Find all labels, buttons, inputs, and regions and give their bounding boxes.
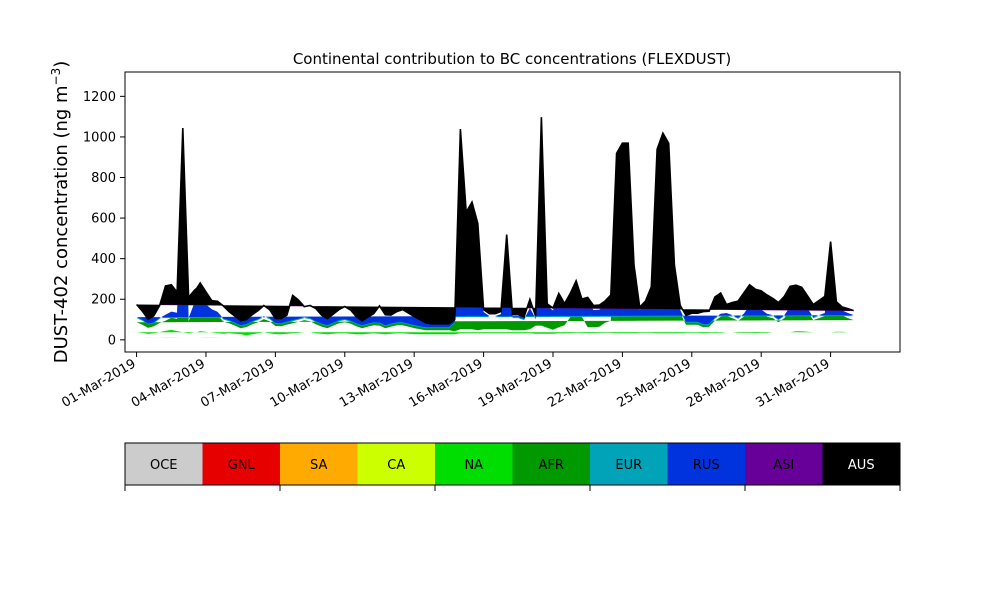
plot-frame (124, 71, 901, 353)
legend-swatch-oce (125, 443, 203, 485)
legend: OCE GNL SA CA NA AFR EUR RUS ASI AUS (124, 442, 901, 491)
legend-label-sa: SA (310, 458, 327, 473)
area-ca (136, 337, 854, 338)
legend-swatch-asi (745, 443, 823, 485)
y-tick-label: 600 (91, 212, 116, 227)
x-tick-label: 22-Mar-2019 (545, 356, 624, 410)
y-axis-label-main: DUST-402 concentration (ng m (51, 85, 72, 363)
x-tick-label: 13-Mar-2019 (337, 356, 416, 410)
y-axis-label-sup: −3 (49, 68, 63, 86)
area-na (136, 329, 854, 336)
legend-label-aus: AUS (848, 458, 875, 473)
x-tick-label: 07-Mar-2019 (198, 356, 277, 410)
legend-swatch-rus (667, 443, 745, 485)
legend-label-na: NA (464, 458, 483, 473)
legend-frame (124, 442, 901, 486)
areas-layer (135, 117, 854, 338)
x-tick-label: 25-Mar-2019 (615, 356, 694, 410)
legend-label-ca: CA (387, 458, 405, 473)
chart-title: Continental contribution to BC concentra… (293, 50, 731, 68)
legend-label-rus: RUS (693, 458, 720, 473)
y-tick-label: 1000 (83, 130, 116, 145)
legend-swatch-afr (512, 443, 590, 485)
legend-label-eur: EUR (615, 458, 642, 473)
legend-swatch-ca (357, 443, 435, 485)
x-tick-label: 16-Mar-2019 (406, 356, 485, 410)
y-tick-label: 800 (91, 171, 116, 186)
y-axis-label-close: ) (51, 61, 72, 68)
legend-label-gnl: GNL (228, 458, 256, 473)
y-tick-label: 200 (91, 293, 116, 308)
x-tick-label: 01-Mar-2019 (59, 356, 138, 410)
legend-label-asi: ASI (773, 458, 794, 473)
legend-label-oce: OCE (150, 458, 178, 473)
y-tick-label: 1200 (83, 90, 116, 105)
x-tick-label: 04-Mar-2019 (129, 356, 208, 410)
x-tick-label: 28-Mar-2019 (684, 356, 763, 410)
legend-swatch-gnl (202, 443, 280, 485)
x-tick-label: 19-Mar-2019 (476, 356, 555, 410)
x-tick-label: 10-Mar-2019 (268, 356, 347, 410)
area-aus (136, 117, 854, 324)
legend-label-afr: AFR (539, 458, 564, 473)
legend-swatch-na (435, 443, 513, 485)
y-tick-label: 400 (91, 252, 116, 267)
legend-swatch-sa (280, 443, 358, 485)
x-tick-label: 31-Mar-2019 (753, 356, 832, 410)
y-axis-label: DUST-402 concentration (ng m−3) (49, 61, 72, 364)
legend-swatch-eur (590, 443, 668, 485)
total-line (135, 117, 854, 325)
y-tick-label: 0 (108, 333, 116, 348)
legend-swatch-aus (822, 443, 900, 485)
